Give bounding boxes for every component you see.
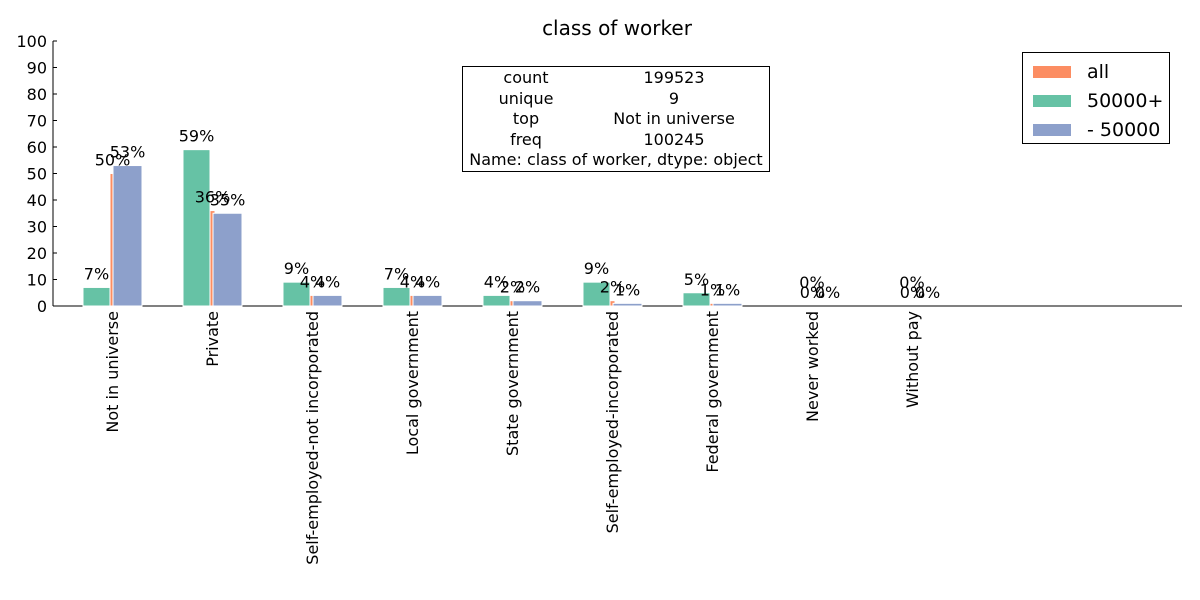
legend-swatch	[1033, 65, 1071, 78]
bar	[582, 281, 611, 307]
bar	[412, 294, 443, 307]
stat-key: freq	[510, 129, 542, 149]
bar	[512, 300, 543, 307]
bar-value-label: 35%	[210, 190, 246, 209]
y-tick-label: 10	[27, 271, 47, 290]
y-tick-label: 80	[27, 85, 47, 104]
stat-footer: Name: class of worker, dtype: object	[463, 150, 769, 171]
bar-value-label: 7%	[384, 264, 409, 283]
bar	[682, 292, 711, 307]
chart-title: class of worker	[542, 16, 693, 40]
stat-key: top	[512, 109, 540, 129]
bar-value-label: 0%	[800, 283, 825, 302]
legend: all 50000+ - 50000	[1022, 52, 1170, 144]
bar-value-label: 5%	[684, 270, 709, 289]
category-label: State government	[503, 311, 522, 456]
y-tick-label: 40	[27, 191, 47, 210]
bar	[282, 281, 311, 307]
y-tick-label: 60	[27, 138, 47, 157]
bar-value-label: 4%	[400, 272, 425, 291]
stats-annotation: count 199523 unique 9 top Not in univers…	[462, 66, 770, 172]
bar-value-label: 7%	[84, 264, 109, 283]
category-label: Private	[203, 311, 222, 367]
bar-value-label: 1%	[715, 280, 740, 299]
legend-swatch	[1033, 94, 1071, 107]
bar-value-label: 4%	[315, 272, 340, 291]
bar	[712, 302, 743, 307]
value-labels: 7%50%53%59%36%35%9%4%4% 7%4%4% 4%2%2%9%2%1…	[84, 127, 940, 302]
bar-value-label: 50%	[95, 151, 131, 170]
bar-value-label: 9%	[584, 259, 609, 278]
bar-value-label: 4%	[300, 272, 325, 291]
legend-label: 50000+	[1087, 89, 1164, 112]
bar-value-label: 36%	[195, 188, 231, 207]
category-label: Not in universe	[103, 311, 122, 433]
stat-value: 100245	[643, 129, 705, 149]
bar-value-label: 1%	[700, 280, 725, 299]
bar-value-label: 0%	[900, 283, 925, 302]
y-tick-label: 70	[27, 112, 47, 131]
bar	[212, 212, 243, 307]
bars	[82, 149, 743, 307]
bar	[82, 286, 111, 307]
y-tick-label: 30	[27, 218, 47, 237]
stat-value: 9	[668, 88, 680, 108]
category-label: Self-employed-incorporated	[603, 311, 622, 533]
bar	[612, 302, 643, 307]
bar	[182, 149, 211, 307]
legend-swatch	[1033, 123, 1071, 136]
stat-row-top: top Not in universe	[463, 109, 769, 130]
stat-key: unique	[498, 88, 554, 108]
stat-row-unique: unique 9	[463, 89, 769, 110]
bar-value-label: 0%	[915, 283, 940, 302]
stat-row-freq: freq 100245	[463, 130, 769, 151]
category-label: Federal government	[703, 311, 722, 473]
bar-value-label: 59%	[179, 127, 215, 146]
bar-value-label: 53%	[110, 143, 146, 162]
y-tick-label: 0	[37, 297, 47, 316]
category-label: Never worked	[803, 311, 822, 422]
y-tick-label: 20	[27, 244, 47, 263]
stat-key: count	[503, 68, 549, 87]
y-tick-label: 100	[16, 32, 47, 51]
legend-item-50000-plus: 50000+	[1023, 86, 1169, 115]
legend-item-minus-50000: - 50000	[1023, 115, 1169, 144]
bar-value-label: 2%	[515, 278, 540, 297]
bar-value-label: 4%	[415, 272, 440, 291]
category-label: Without pay	[903, 311, 922, 408]
stat-row-count: count 199523	[463, 68, 769, 89]
bar-value-label: 2%	[500, 278, 525, 297]
stat-value: 199523	[643, 68, 705, 87]
category-labels: Not in universe Private Self-employed-not …	[103, 311, 922, 565]
legend-label: - 50000	[1087, 118, 1161, 141]
bar	[312, 294, 343, 307]
category-label: Local government	[403, 311, 422, 455]
bar-value-label: 0%	[799, 273, 824, 292]
y-tick-label: 90	[27, 59, 47, 78]
category-label: Self-employed-not incorporated	[303, 311, 322, 565]
bar-value-label: 0%	[815, 283, 840, 302]
stat-footer-text: Name: class of worker, dtype: object	[469, 150, 763, 170]
bar	[482, 294, 511, 307]
bar-value-label: 9%	[284, 259, 309, 278]
y-tick-label: 50	[27, 165, 47, 184]
bar-value-label: 1%	[615, 280, 640, 299]
bar-value-label: 4%	[484, 272, 509, 291]
stat-value: Not in universe	[613, 109, 735, 129]
bar-value-label: 0%	[899, 273, 924, 292]
bar	[112, 165, 143, 307]
bar-value-label: 2%	[600, 278, 625, 297]
legend-item-all: all	[1023, 57, 1169, 86]
legend-label: all	[1087, 60, 1110, 83]
